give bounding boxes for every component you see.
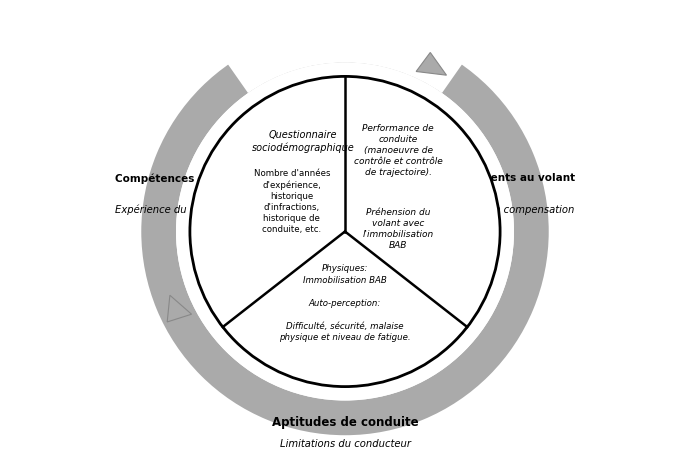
Wedge shape	[141, 28, 549, 435]
Circle shape	[176, 63, 514, 400]
Circle shape	[190, 76, 500, 387]
Wedge shape	[223, 19, 467, 93]
Text: Aptitudes de conduite: Aptitudes de conduite	[272, 416, 418, 429]
Text: Questionnaire
sociodémographique: Questionnaire sociodémographique	[252, 130, 355, 153]
Text: Comportements au volant: Comportements au volant	[422, 173, 575, 183]
Text: Mécanismes de compensation: Mécanismes de compensation	[423, 204, 575, 214]
Text: Limitations du conducteur: Limitations du conducteur	[279, 439, 411, 450]
Text: Performance de
conduite
(manoeuvre de
contrôle et contrôle
de trajectoire).: Performance de conduite (manoeuvre de co…	[354, 124, 442, 177]
Text: Physiques:
Immobilisation BAB

Auto-perception:

Difficulté, sécurité, malaise
p: Physiques: Immobilisation BAB Auto-perce…	[279, 264, 411, 342]
Text: Compétences de conduite: Compétences de conduite	[115, 173, 268, 183]
Text: Expérience du conducteur: Expérience du conducteur	[115, 204, 247, 214]
Text: Préhension du
volant avec
l'immobilisation
BAB: Préhension du volant avec l'immobilisati…	[363, 208, 434, 250]
Polygon shape	[416, 52, 446, 75]
Text: Nombre d'années
d'expérience,
historique
d'infractions,
historique de
conduite, : Nombre d'années d'expérience, historique…	[253, 169, 330, 234]
Polygon shape	[167, 295, 192, 322]
